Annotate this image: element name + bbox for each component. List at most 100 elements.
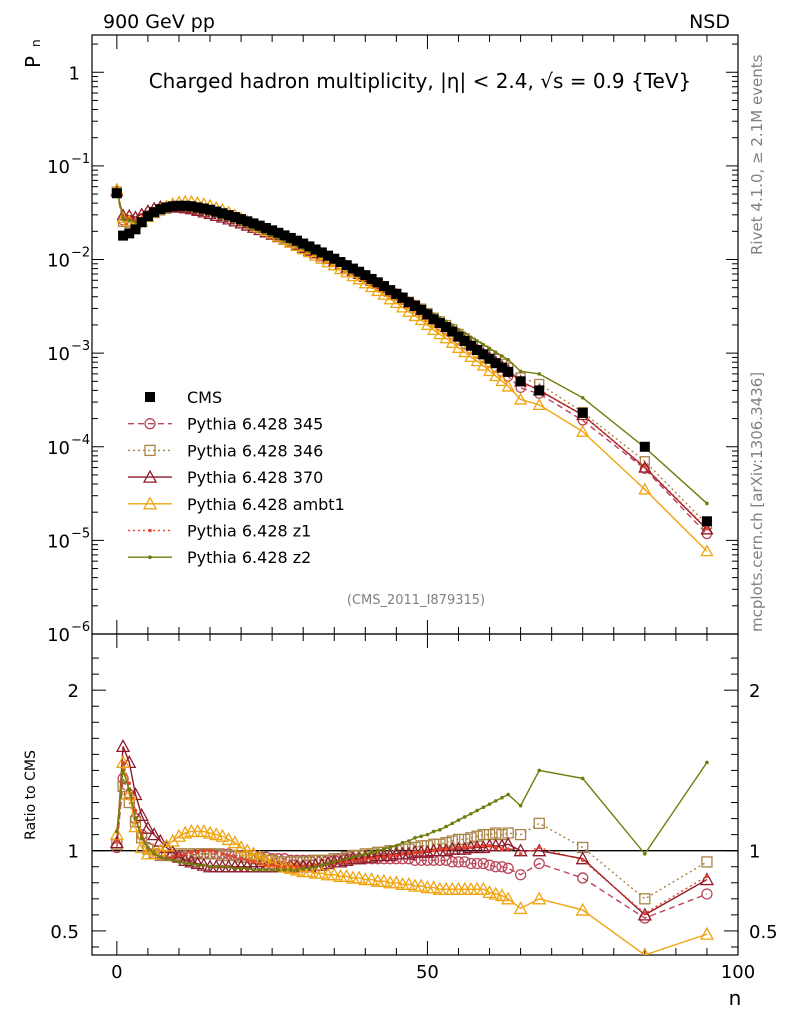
cms-data-point [428,314,439,325]
ratio-point-pythia-6-428-z2 [487,802,492,806]
point-pythia-6-428-ambt1 [439,331,453,344]
legend-label-pythia-6-428-z2: Pythia 6.428 z2 [187,548,311,567]
cms-data-point [242,216,253,227]
point-pythia-6-428-ambt1 [700,544,714,557]
ratio-point-pythia-6-428-370 [140,820,155,834]
cms-data-point [310,244,321,255]
ratio-point-pythia-6-428-z1 [456,845,461,850]
ratio-point-pythia-6-428-z1 [406,852,411,856]
cms-data-point [403,297,414,308]
ratio-point-pythia-6-428-z1 [518,852,523,856]
ratio-point-pythia-6-428-z2 [338,858,343,863]
ratio-point-pythia-6-428-ambt1 [165,833,180,847]
ratio-point-pythia-6-428-z2 [307,866,312,871]
ratio-point-pythia-6-428-370 [109,835,124,849]
ratio-point-pythia-6-428-ambt1 [532,891,547,905]
ratio-point-pythia-6-428-z2 [537,768,542,773]
ratio-point-pythia-6-428-ambt1 [501,891,516,905]
cms-data-point [577,407,588,418]
ratio-point-pythia-6-428-ambt1 [209,827,224,841]
cms-data-point [410,300,420,311]
ratio-point-pythia-6-428-z1 [462,845,467,850]
ratio-point-pythia-6-428-370 [532,843,547,857]
ratio-point-pythia-6-428-ambt1 [476,881,491,895]
ratio-point-pythia-6-428-z1 [400,852,405,856]
cms-data-point [360,270,371,281]
point-pythia-6-428-z2 [456,327,461,332]
ratio-point-pythia-6-428-z1 [251,860,256,864]
ratio-point-pythia-6-428-z1 [419,850,424,855]
ratio-point-pythia-6-428-z2 [183,861,187,866]
ratio-point-pythia-6-428-z2 [146,845,150,850]
ratio-point-pythia-6-428-345 [502,862,514,874]
ratio-point-pythia-6-428-z2 [139,836,144,840]
ratio-point-pythia-6-428-z1 [183,852,187,856]
ratio-point-pythia-6-428-z1 [195,850,200,855]
ratio-point-pythia-6-428-z1 [537,845,542,850]
point-pythia-6-428-z2 [500,354,504,358]
x-axis-label: n [729,986,742,1010]
cms-data-point [304,241,315,252]
ratio-point-pythia-6-428-z2 [351,855,355,859]
cms-data-point [347,263,358,274]
point-pythia-6-428-ambt1 [470,354,484,367]
ratio-point-pythia-6-428-z1 [500,847,504,851]
ratio-point-pythia-6-428-z1 [121,760,125,765]
ratio-point-pythia-6-428-370 [147,827,162,841]
ratio-point-pythia-6-428-z1 [375,855,380,859]
ratio-point-pythia-6-428-ambt1 [171,828,187,842]
cms-data-point [111,188,122,199]
cms-data-point [124,228,135,239]
cms-data-point [155,204,166,215]
ratio-point-pythia-6-428-ambt1 [202,825,218,839]
rivet-label: Rivet 4.1.0, ≥ 2.1M events [748,54,766,255]
x-tick-label: 50 [416,962,439,983]
ratio-point-pythia-6-428-ambt1 [640,947,649,955]
ratio-point-pythia-6-428-z1 [257,861,262,866]
cms-data-point [453,331,464,342]
ratio-point-pythia-6-428-345 [483,859,496,871]
point-pythia-6-428-z2 [487,346,492,351]
ratio-point-pythia-6-428-z2 [152,852,156,856]
main-series-group [110,182,714,557]
ratio-point-pythia-6-428-345 [471,857,483,870]
cms-data-point [279,230,290,241]
point-pythia-6-428-ambt1 [501,379,515,392]
ratio-point-pythia-6-428-z1 [233,855,237,859]
ratio-point-pythia-6-428-z2 [375,848,380,853]
point-pythia-6-428-ambt1 [433,327,447,340]
ratio-point-pythia-6-428-346 [465,832,477,844]
legend-label-pythia-6-428-346: Pythia 6.428 346 [187,441,323,460]
ratio-point-pythia-6-428-z2 [518,803,523,808]
point-pythia-6-428-370 [638,460,652,473]
ratio-point-pythia-6-428-z1 [413,850,417,855]
ratio-point-pythia-6-428-z2 [276,868,281,872]
cms-data-point [329,253,340,264]
y-tick-label: 1 [69,63,80,84]
ratio-point-pythia-6-428-345 [459,856,471,868]
point-pythia-6-428-z2 [121,217,125,221]
cms-data-point [254,220,265,231]
cms-data-point [180,200,191,211]
ratio-point-pythia-6-428-z1 [475,844,479,848]
ratio-point-pythia-6-428-ambt1 [364,872,379,886]
ratio-point-pythia-6-428-z2 [400,840,405,845]
ratio-panel-frame [91,633,739,956]
ratio-point-pythia-6-428-ambt1 [215,828,230,842]
ratio-point-pythia-6-428-z2 [264,868,268,872]
ratio-point-pythia-6-428-z2 [475,808,479,813]
ratio-point-pythia-6-428-z1 [643,911,647,916]
ratio-point-pythia-6-428-ambt1 [196,824,211,838]
ratio-y-tick-label: 1 [68,842,79,863]
ratio-point-pythia-6-428-z2 [214,864,219,869]
ratio-point-pythia-6-428-z1 [264,863,268,867]
cms-data-point [366,273,377,284]
cms-data-point [639,441,650,452]
ratio-point-pythia-6-428-z1 [450,847,455,851]
y-tick-label: 10 [47,438,70,459]
ratio-point-pythia-6-428-ambt1 [227,835,242,849]
cms-data-point [323,250,334,261]
y-tick-exponent: −3 [71,339,90,354]
point-pythia-6-428-z2 [493,350,498,355]
cms-data-point [142,211,153,222]
